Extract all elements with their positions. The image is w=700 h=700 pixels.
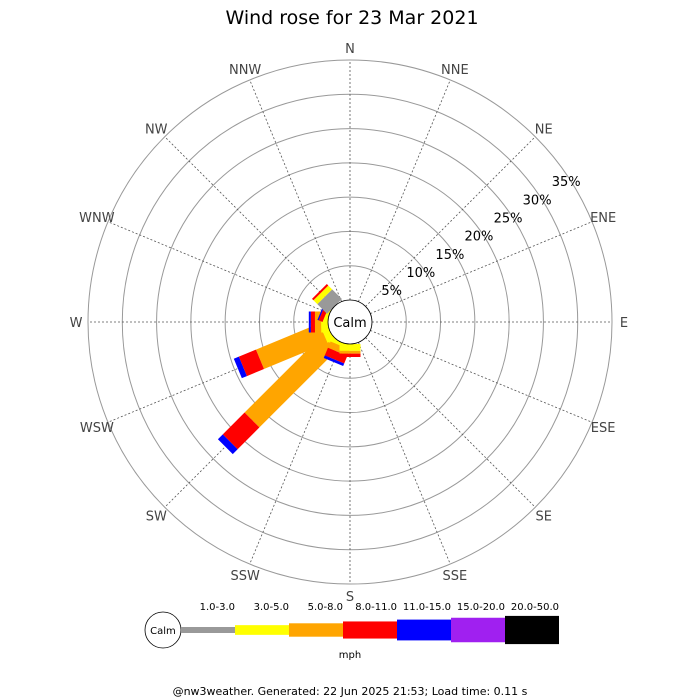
pct-label-30: 30% <box>523 193 552 208</box>
spoke-se <box>365 337 536 508</box>
legend-label-1: 3.0-5.0 <box>254 602 289 613</box>
direction-spokes <box>88 60 612 584</box>
bar-ssw-3 <box>324 347 348 364</box>
dir-label-sw: SW <box>146 510 167 525</box>
dir-label-w: W <box>70 316 83 331</box>
legend-swatch-2 <box>289 623 343 637</box>
spoke-nne <box>358 79 451 302</box>
pct-label-20: 20% <box>465 230 494 245</box>
bar-wsw-4 <box>233 356 247 379</box>
legend-swatch-6 <box>505 615 559 645</box>
dir-label-s: S <box>346 590 354 605</box>
legend-swatch-5 <box>451 617 505 643</box>
dir-label-nnw: NNW <box>229 63 261 78</box>
spoke-wnw <box>107 221 330 314</box>
spoke-nw <box>164 136 335 307</box>
dir-label-n: N <box>345 42 355 57</box>
legend-label-4: 11.0-15.0 <box>403 602 451 613</box>
dir-label-ese: ESE <box>591 421 616 436</box>
bar-sw-2 <box>244 334 338 428</box>
dir-label-wsw: WSW <box>80 421 114 436</box>
percent-labels: 5% 10%15%20%25%30%35% <box>381 175 580 299</box>
legend: Calm 1.0-3.0 3.0-5.0 5.0-8.0 8.0-11.0 11.0-15… <box>144 602 559 661</box>
ring-35 <box>87 59 613 585</box>
ring-5 <box>293 265 407 379</box>
chart-title: Wind rose for 23 Mar 2021 <box>225 7 478 29</box>
dir-label-e: E <box>620 316 628 331</box>
legend-label-0: 1.0-3.0 <box>200 602 235 613</box>
spoke-ese <box>370 330 593 423</box>
legend-label-5: 15.0-20.0 <box>457 602 505 613</box>
direction-labels: N NNE NE ENE E ESE SE SSE S SSW SW WSW W WNW NW NNW <box>70 42 629 605</box>
legend-swatch-1 <box>235 625 289 635</box>
legend-swatch-3 <box>343 621 397 639</box>
ring-25 <box>156 128 544 516</box>
legend-unit: mph <box>339 650 361 661</box>
bar-nw-1 <box>313 285 333 305</box>
calm-label: Calm <box>333 316 366 331</box>
bar-sw-3 <box>222 412 260 450</box>
bar-nw-3 <box>311 283 329 301</box>
legend-label-3: 8.0-11.0 <box>355 602 397 613</box>
bar-wnw-4 <box>317 300 327 321</box>
dir-label-se: SE <box>536 510 552 525</box>
bar-ssw-4 <box>323 355 345 366</box>
dir-label-ene: ENE <box>590 211 616 226</box>
bar-nw-0 <box>317 289 342 314</box>
spoke-sse <box>358 342 451 565</box>
ring-15 <box>224 196 476 448</box>
legend-label-6: 20.0-50.0 <box>511 602 559 613</box>
pct-label-25: 25% <box>494 211 523 226</box>
dir-label-wnw: WNW <box>79 211 115 226</box>
pct-label-35: 35% <box>552 175 581 190</box>
legend-label-2: 5.0-8.0 <box>308 602 343 613</box>
spoke-nnw <box>249 79 342 302</box>
dir-label-ssw: SSW <box>230 569 260 584</box>
bar-wsw-3 <box>238 349 265 377</box>
calm-circle <box>327 299 373 345</box>
pct-label-10: 10% <box>406 266 435 281</box>
bar-wsw-2 <box>255 323 328 369</box>
spoke-ssw <box>249 342 342 565</box>
spoke-ne <box>365 136 536 307</box>
legend-swatch-0 <box>181 627 235 633</box>
pct-label-15: 15% <box>435 248 464 263</box>
legend-swatch-4 <box>397 619 451 641</box>
pct-label-5: 5% <box>381 284 402 299</box>
legend-calm-label: Calm <box>150 626 176 637</box>
dir-label-nw: NW <box>145 122 168 137</box>
bar-sw-4 <box>217 434 238 455</box>
footer-text: @nw3weather. Generated: 22 Jun 2025 21:5… <box>173 685 528 698</box>
spoke-ene <box>370 221 593 314</box>
dir-label-nne: NNE <box>441 63 469 78</box>
dir-label-ne: NE <box>535 122 553 137</box>
dir-label-sse: SSE <box>442 569 467 584</box>
wind-bars <box>217 283 361 455</box>
